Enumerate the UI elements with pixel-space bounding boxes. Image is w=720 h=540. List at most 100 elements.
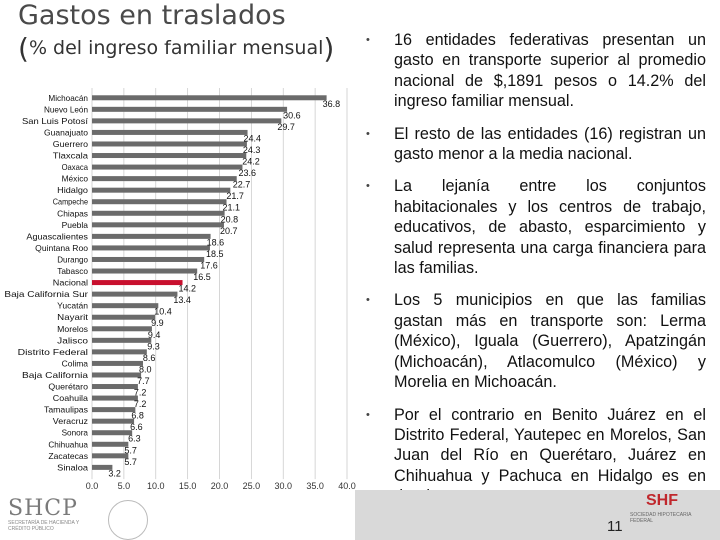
bar [92,199,227,205]
x-tick-label: 10.0 [147,481,165,491]
x-tick-label: 25.0 [243,481,261,491]
bar [92,153,247,159]
slide-title: Gastos en traslados [18,0,286,31]
bar [92,464,113,470]
x-tick-label: 20.0 [211,481,229,491]
bar [92,303,159,309]
bar [92,233,211,239]
data-label: 9.4 [148,330,161,340]
bullet-dot-icon: • [366,127,370,140]
category-label: Nayarit [57,312,89,322]
bar [92,210,225,216]
bar [92,187,231,193]
subtitle-close-paren: ) [323,32,335,65]
bar [92,395,138,401]
data-label: 9.9 [151,318,164,328]
x-tick-label: 0.0 [86,481,99,491]
category-label: Hidalgo [57,185,88,195]
bullet-text: La lejanía entre los conjuntos habitacio… [394,177,706,278]
bullet-text: El resto de las entidades (16) registran… [394,124,706,164]
bullet-dot-icon: • [366,34,370,46]
bar [92,441,129,447]
data-label: 20.7 [220,226,238,236]
subtitle-text: % del ingreso familiar mensual [28,37,324,59]
bar [92,349,147,355]
national-seal-icon [108,500,148,540]
bar [92,360,143,366]
data-label: 7.2 [134,388,147,398]
data-label: 20.8 [221,214,239,224]
data-label: 18.6 [207,237,225,247]
category-label: Sonora [62,428,89,438]
bar [92,141,247,147]
category-label: Nuevo León [44,104,88,114]
bar [92,176,237,182]
category-label: Zacatecas [48,451,88,461]
bar [92,95,327,101]
bullet-dot-icon: • [366,294,370,307]
bar [92,268,198,274]
slide-subtitle: (% del ingreso familiar mensual) [18,32,334,65]
bar [92,326,152,332]
category-label: Querétaro [48,382,88,392]
category-label: Oaxaca [62,162,89,172]
bar-chart: 0.0 5.0 10.0 15.0 20.0 25.0 30.0 35.0 40.0 Michoa… [4,88,356,491]
bullet-item: • La lejanía entre los conjuntos habitaci… [366,176,706,278]
data-label: 7.2 [134,399,147,409]
x-tick-label: 35.0 [306,481,324,491]
page-number: 11 [607,518,623,535]
category-label: Sinaloa [57,462,88,472]
category-label: Chihuahua [48,439,88,449]
footer-band [355,490,720,540]
bullet-text: 16 entidades federativas presentan un ga… [394,31,706,111]
bullet-item: • 16 entidades federativas presentan un g… [366,30,706,112]
data-label: 18.5 [206,249,224,259]
bar [92,337,152,343]
data-label: 10.4 [154,307,172,317]
data-label: 9.3 [147,341,160,351]
x-tick-label: 15.0 [179,481,197,491]
data-label: 14.2 [179,284,197,294]
bar [92,372,142,378]
x-tick-label: 5.0 [118,481,131,491]
data-label: 24.3 [243,145,261,155]
data-label: 5.7 [124,445,137,455]
bar [92,384,138,390]
bar [92,314,156,320]
category-label: Tamaulipas [44,405,88,415]
category-label: Puebla [62,220,89,230]
category-label: Chiapas [57,208,88,218]
category-label: Guanajuato [44,127,88,137]
bar [92,418,135,424]
bar [92,164,243,170]
bar [92,453,129,459]
data-label: 6.8 [131,411,144,421]
category-label: Veracruz [53,416,88,426]
bar [92,280,183,286]
bar [92,407,136,413]
category-label: Nacional [53,278,88,288]
bar [92,291,178,297]
data-label: 6.6 [130,422,143,432]
data-label: 3.2 [108,468,121,478]
bar [92,106,288,112]
data-label: 13.4 [173,295,191,305]
bar [92,222,224,228]
data-label: 36.8 [323,99,341,109]
category-label: Coahuila [53,393,89,403]
subtitle-open-paren: ( [18,32,29,65]
data-label: 30.6 [283,110,301,120]
category-label: Quintana Roo [35,243,88,253]
category-label: México [62,174,89,184]
category-label: Colima [62,358,89,368]
x-tick-label: 40.0 [338,481,356,491]
data-label: 23.6 [238,168,256,178]
bar [92,118,282,124]
category-label: Michoacán [48,93,88,103]
bullet-dot-icon: • [366,408,370,421]
data-label: 5.7 [124,457,137,467]
data-label: 22.7 [233,180,251,190]
data-label: 6.3 [128,434,141,444]
data-label: 8.0 [139,364,152,374]
shcp-logo: SHCP [8,496,78,521]
